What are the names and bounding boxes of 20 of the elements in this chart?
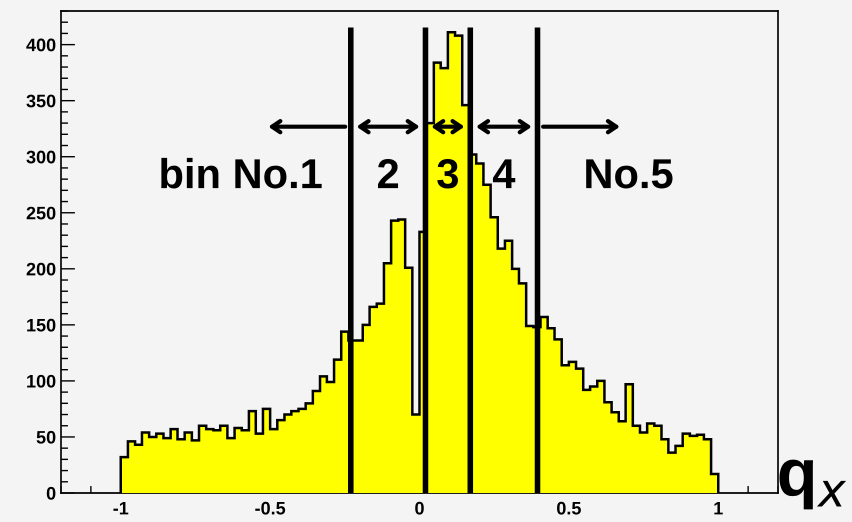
x-tick-label: 0.5: [557, 502, 581, 515]
y-tick-label: 0: [46, 486, 56, 500]
y-tick-label: 250: [26, 206, 56, 220]
annotation: 3: [437, 158, 458, 189]
x-tick-label: 1: [714, 502, 723, 514]
annotation: 2: [378, 158, 398, 188]
x-axis-title: q$_{x}$: [779, 460, 846, 510]
x-tick-label: -0.5: [255, 502, 286, 515]
x-tick-label: 0: [415, 502, 424, 515]
annotation: 4: [492, 159, 516, 188]
y-tick-label: 400: [26, 38, 56, 52]
annotation: No.5: [586, 159, 673, 188]
y-tick-label: 300: [26, 150, 56, 164]
y-tick-label: 200: [26, 262, 56, 276]
annotation: bin No.1: [161, 158, 322, 188]
y-tick-label: 350: [26, 94, 56, 108]
x-tick-label: -1: [113, 502, 128, 514]
y-tick-label: 100: [27, 374, 56, 388]
y-tick-label: 150: [27, 318, 56, 332]
y-tick-label: 50: [36, 430, 56, 444]
